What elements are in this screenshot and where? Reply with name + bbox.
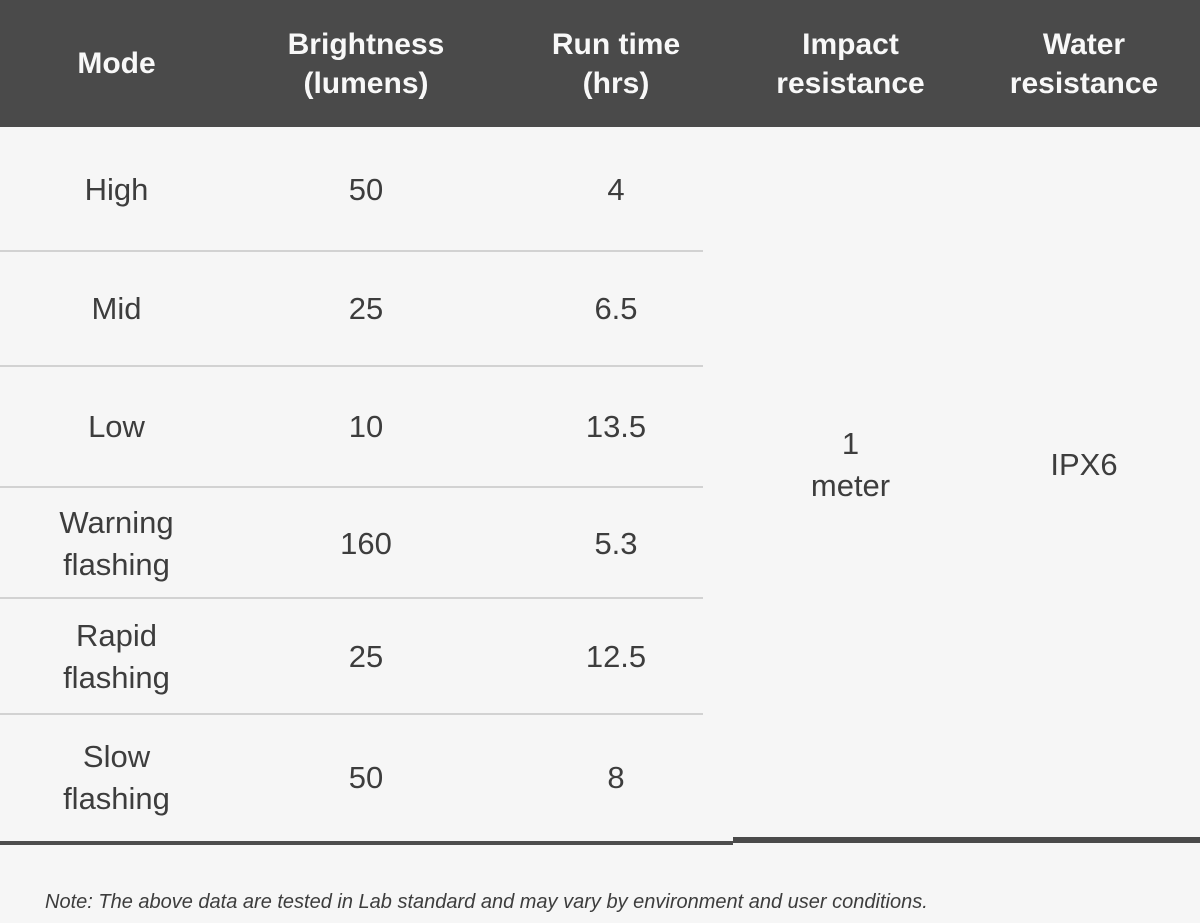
runtime-cell: 4 [499,169,733,211]
header-water-line2: resistance [1009,66,1159,100]
runtime-value: 12.5 [585,639,647,675]
brightness-value: 50 [348,759,384,795]
header-cell-brightness: Brightness (lumens) [233,0,499,127]
table-row-rapid-flashing: Rapid flashing 25 12.5 [0,599,733,716]
mode-cell: Warning flashing [0,502,233,586]
header-brightness-line2: (lumens) [303,66,429,100]
runtime-cell: 6.5 [499,288,733,330]
mode-value: Mid [91,291,142,327]
table-row-low: Low 10 13.5 [0,367,733,489]
header-impact-line2: resistance [776,66,925,100]
header-mode-line1: Mode [77,47,156,80]
brightness-cell: 50 [233,169,499,211]
runtime-cell: 13.5 [499,406,733,448]
mode-value-line1: Rapid [76,618,157,654]
brightness-value: 160 [340,525,392,561]
header-cell-runtime: Run time (hrs) [499,0,733,127]
mode-rows-section: High 50 4 Mid 25 6.5 [0,127,733,845]
header-brightness-line1: Brightness [287,27,445,61]
mode-value: High [84,171,149,207]
brightness-cell: 25 [233,288,499,330]
brightness-value: 25 [348,639,384,675]
header-cell-mode: Mode [0,0,233,127]
water-resistance-cell: IPX6 [968,93,1200,837]
table-row-mid: Mid 25 6.5 [0,252,733,368]
footnote: Note: The above data are tested in Lab s… [45,891,928,913]
mode-value: Low [88,409,145,445]
runtime-cell: 5.3 [499,523,733,565]
header-cell-water: Water resistance [968,0,1200,127]
merged-section: 1 meter IPX6 [733,127,1200,843]
runtime-cell: 8 [499,757,733,799]
mode-value-line2: flashing [63,546,170,582]
impact-value-line1: 1 [841,426,860,461]
mode-cell: Slow flashing [0,736,233,820]
brightness-cell: 10 [233,406,499,448]
water-value: IPX6 [1050,447,1118,482]
runtime-cell: 12.5 [499,636,733,678]
mode-cell: Rapid flashing [0,615,233,699]
runtime-value: 6.5 [594,291,638,327]
mode-value-line2: flashing [63,780,170,816]
header-runtime-line2: (hrs) [582,66,650,100]
mode-cell: High [0,169,233,211]
mode-value-line1: Warning [59,504,174,540]
header-impact-line1: Impact [802,27,899,61]
table-body: High 50 4 Mid 25 6.5 [0,127,1200,849]
brightness-value: 50 [348,171,384,207]
header-water-line1: Water [1042,27,1126,61]
mode-cell: Mid [0,288,233,330]
brightness-value: 25 [348,291,384,327]
brightness-cell: 160 [233,523,499,565]
table-row-warning-flashing: Warning flashing 160 5.3 [0,488,733,600]
table-header: Mode Brightness (lumens) Run time (hrs) … [0,0,1200,127]
runtime-value: 13.5 [585,409,647,445]
table-row-high: High 50 4 [0,127,733,253]
header-runtime-line1: Run time [551,27,681,61]
runtime-value: 4 [607,171,625,207]
mode-cell: Low [0,406,233,448]
mode-value-line2: flashing [63,660,170,696]
header-cell-impact: Impact resistance [733,0,968,127]
brightness-cell: 50 [233,757,499,799]
brightness-value: 10 [348,409,384,445]
impact-value-line2: meter [810,468,891,503]
brightness-cell: 25 [233,636,499,678]
table-row-slow-flashing: Slow flashing 50 8 [0,715,733,841]
runtime-value: 5.3 [594,525,638,561]
impact-resistance-cell: 1 meter [733,93,968,837]
mode-value-line1: Slow [82,738,151,774]
runtime-value: 8 [607,759,625,795]
